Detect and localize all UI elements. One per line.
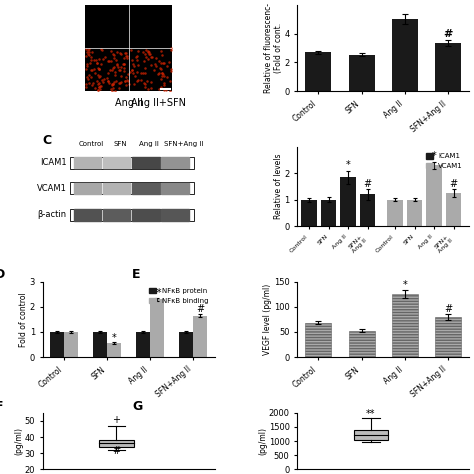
Bar bbox=[150, 300, 164, 357]
Text: C: C bbox=[43, 134, 52, 147]
Bar bbox=[436, 317, 462, 357]
Text: **: ** bbox=[366, 409, 376, 419]
Text: VCAM1: VCAM1 bbox=[37, 183, 67, 192]
Text: #: # bbox=[112, 446, 120, 456]
Text: Ang II+SFN: Ang II+SFN bbox=[131, 98, 186, 108]
Bar bbox=[103, 157, 130, 168]
Text: F: F bbox=[0, 400, 3, 413]
Bar bbox=[305, 323, 331, 357]
Y-axis label: Fold of control: Fold of control bbox=[19, 292, 28, 347]
Bar bbox=[73, 157, 101, 168]
Text: β-actin: β-actin bbox=[37, 210, 67, 219]
Text: G: G bbox=[132, 400, 142, 413]
Text: Control: Control bbox=[78, 141, 103, 147]
Bar bbox=[193, 316, 207, 357]
Text: **: ** bbox=[152, 288, 162, 298]
Bar bbox=[387, 200, 403, 226]
Bar bbox=[132, 210, 160, 220]
Text: #: # bbox=[364, 179, 372, 189]
Text: *: * bbox=[402, 280, 407, 291]
Bar bbox=[93, 332, 107, 357]
Bar bbox=[50, 332, 64, 357]
Bar bbox=[436, 43, 462, 91]
Bar bbox=[340, 177, 356, 226]
Bar bbox=[73, 210, 101, 220]
Text: #: # bbox=[444, 304, 453, 314]
Text: +: + bbox=[112, 415, 120, 425]
Bar bbox=[99, 440, 134, 447]
Y-axis label: Relative of levels: Relative of levels bbox=[274, 154, 283, 219]
Text: ICAM1: ICAM1 bbox=[40, 158, 67, 167]
Text: SFN+Ang II: SFN+Ang II bbox=[164, 141, 203, 147]
Bar bbox=[85, 5, 128, 48]
Text: D: D bbox=[0, 268, 5, 281]
Bar bbox=[321, 200, 337, 226]
Bar bbox=[70, 182, 194, 194]
Bar bbox=[426, 165, 442, 226]
Bar bbox=[103, 210, 130, 220]
Bar bbox=[132, 157, 160, 168]
Text: E: E bbox=[132, 268, 141, 281]
Text: Ang II: Ang II bbox=[139, 141, 159, 147]
Y-axis label: (pg/ml): (pg/ml) bbox=[258, 427, 267, 455]
Text: #: # bbox=[444, 29, 453, 39]
Bar bbox=[161, 157, 189, 168]
Bar bbox=[128, 48, 172, 91]
Bar bbox=[85, 48, 128, 91]
Bar bbox=[161, 182, 189, 194]
Bar bbox=[392, 294, 418, 357]
Text: SFN: SFN bbox=[113, 141, 127, 147]
Legend: NFκB protein, NFκB binding: NFκB protein, NFκB binding bbox=[146, 285, 211, 307]
Bar bbox=[179, 332, 193, 357]
Bar bbox=[348, 55, 374, 91]
Bar bbox=[305, 52, 331, 91]
Bar bbox=[137, 332, 150, 357]
Bar bbox=[354, 430, 388, 439]
Bar bbox=[301, 200, 317, 226]
Y-axis label: VEGF level (pg/ml): VEGF level (pg/ml) bbox=[264, 284, 273, 355]
Bar bbox=[70, 209, 194, 221]
Bar bbox=[446, 193, 462, 226]
Bar bbox=[348, 331, 374, 357]
Bar bbox=[392, 19, 418, 91]
Bar bbox=[64, 332, 78, 357]
Bar bbox=[107, 343, 121, 357]
Bar bbox=[128, 5, 172, 48]
Legend: ICAM1, VCAM1: ICAM1, VCAM1 bbox=[423, 151, 466, 172]
Bar bbox=[70, 156, 194, 169]
Bar bbox=[161, 210, 189, 220]
Text: *: * bbox=[346, 160, 350, 170]
Y-axis label: Relative of fluorescenc-
(Fold of cont.: Relative of fluorescenc- (Fold of cont. bbox=[264, 3, 283, 93]
Bar bbox=[103, 182, 130, 194]
Text: Ang II: Ang II bbox=[115, 98, 143, 108]
Bar bbox=[73, 182, 101, 194]
Bar bbox=[360, 194, 375, 226]
Text: *: * bbox=[112, 333, 117, 343]
Y-axis label: (pg/ml): (pg/ml) bbox=[14, 427, 23, 455]
Bar bbox=[132, 182, 160, 194]
Text: #: # bbox=[449, 179, 458, 189]
Bar bbox=[407, 200, 422, 226]
Text: *: * bbox=[432, 151, 437, 161]
Text: #: # bbox=[196, 304, 204, 314]
